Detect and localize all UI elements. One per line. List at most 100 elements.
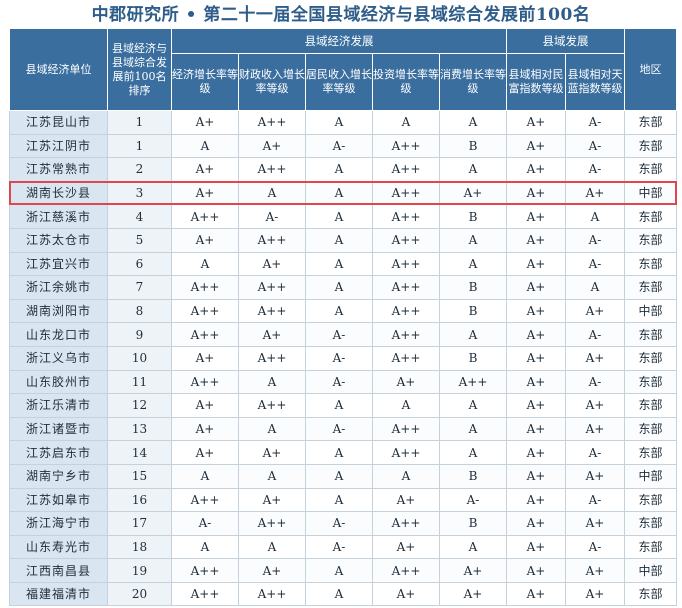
cell-consumption-growth: A+ (439, 180, 507, 206)
cell-economy-growth: A (171, 133, 239, 159)
cell-economy-growth: A++ (171, 322, 239, 347)
table-row: 山东寿光市 18 A A A- A+ A A+ A- 东部 (9, 534, 677, 560)
table-row: 山东龙口市 9 A++ A+ A- A++ A A+ A- 东部 (9, 322, 677, 347)
header-resident-growth: 居民收入增长率等级 (305, 53, 373, 111)
cell-region: 东部 (624, 393, 677, 418)
cell-consumption-growth: B (439, 463, 507, 489)
cell-economy-growth: A+ (171, 393, 239, 418)
cell-region: 东部 (624, 534, 677, 560)
cell-investment-growth: A+ (372, 534, 440, 560)
cell-investment-growth: A+ (372, 369, 440, 395)
table-row: 福建福清市 20 A++ A++ A A+ A+ A+ A+ 东部 (9, 581, 677, 607)
cell-investment-growth: A++ (372, 180, 440, 206)
cell-resident-growth: A (305, 180, 373, 206)
cell-region: 东部 (624, 440, 677, 465)
table-row: 江苏昆山市 1 A+ A++ A A A A+ A- 东部 (9, 110, 677, 135)
cell-resident-growth: A- (305, 133, 373, 159)
cell-consumption-growth: A- (439, 487, 507, 513)
cell-region: 东部 (624, 322, 677, 347)
cell-resident-growth: A (305, 298, 373, 324)
cell-rank: 20 (107, 581, 172, 607)
cell-region: 东部 (624, 487, 677, 513)
cell-rank: 7 (107, 275, 172, 300)
cell-consumption-growth: A (439, 416, 507, 442)
cell-consumption-growth: A (439, 110, 507, 135)
cell-fiscal-growth: A+ (238, 440, 306, 465)
cell-fiscal-growth: A- (238, 204, 306, 229)
cell-sky-index: A+ (565, 416, 625, 442)
cell-sky-index: A- (565, 534, 625, 560)
cell-rank: 19 (107, 558, 172, 583)
cell-wealth-index: A+ (506, 511, 566, 536)
cell-wealth-index: A+ (506, 393, 566, 418)
cell-economy-growth: A+ (171, 345, 239, 371)
cell-unit-name: 江苏昆山市 (9, 110, 108, 135)
cell-investment-growth: A++ (372, 416, 440, 442)
table-row: 浙江义乌市 10 A+ A++ A- A++ B A+ A+ 东部 (9, 345, 677, 371)
table-row: 江西南昌县 19 A++ A+ A A++ A+ A+ A+ 中部 (9, 558, 677, 583)
cell-wealth-index: A+ (506, 322, 566, 347)
cell-economy-growth: A+ (171, 440, 239, 465)
cell-consumption-growth: B (439, 511, 507, 536)
cell-fiscal-growth: A++ (238, 581, 306, 607)
cell-region: 东部 (624, 369, 677, 395)
cell-resident-growth: A- (305, 416, 373, 442)
table-row: 江苏如皋市 16 A++ A+ A A+ A- A+ A- 东部 (9, 487, 677, 513)
header-wealth-index: 县域相对民富指数等级 (506, 53, 566, 111)
cell-economy-growth: A++ (171, 558, 239, 583)
cell-fiscal-growth: A++ (238, 298, 306, 324)
cell-economy-growth: A++ (171, 369, 239, 395)
cell-region: 东部 (624, 275, 677, 300)
cell-sky-index: A+ (565, 558, 625, 583)
cell-resident-growth: A (305, 581, 373, 607)
cell-fiscal-growth: A++ (238, 157, 306, 182)
cell-sky-index: A- (565, 157, 625, 182)
cell-rank: 10 (107, 345, 172, 371)
cell-region: 东部 (624, 227, 677, 253)
cell-region: 中部 (624, 180, 677, 206)
cell-wealth-index: A+ (506, 369, 566, 395)
cell-resident-growth: A- (305, 534, 373, 560)
cell-resident-growth: A (305, 110, 373, 135)
cell-rank: 9 (107, 322, 172, 347)
cell-rank: 3 (107, 180, 172, 206)
cell-rank: 12 (107, 393, 172, 418)
table-row: 湖南浏阳市 8 A++ A++ A A++ B A+ A+ 中部 (9, 298, 677, 324)
cell-unit-name: 浙江义乌市 (9, 345, 108, 371)
cell-fiscal-growth: A+ (238, 322, 306, 347)
cell-rank: 4 (107, 204, 172, 229)
cell-sky-index: A+ (565, 298, 625, 324)
cell-investment-growth: A++ (372, 251, 440, 277)
cell-rank: 6 (107, 251, 172, 277)
header-economy-growth: 经济增长率等级 (171, 53, 239, 111)
cell-resident-growth: A (305, 275, 373, 300)
cell-rank: 11 (107, 369, 172, 395)
cell-fiscal-growth: A+ (238, 133, 306, 159)
cell-investment-growth: A (372, 463, 440, 489)
cell-sky-index: A+ (565, 180, 625, 206)
header-rank: 县域经济与县域综合发展前100名排序 (107, 28, 172, 111)
cell-unit-name: 浙江海宁市 (9, 511, 108, 536)
cell-investment-growth: A++ (372, 298, 440, 324)
cell-wealth-index: A+ (506, 204, 566, 229)
cell-economy-growth: A+ (171, 110, 239, 135)
cell-unit-name: 浙江诸暨市 (9, 416, 108, 442)
cell-unit-name: 山东龙口市 (9, 322, 108, 347)
cell-consumption-growth: B (439, 298, 507, 324)
cell-wealth-index: A+ (506, 180, 566, 206)
cell-investment-growth: A+ (372, 487, 440, 513)
cell-region: 中部 (624, 558, 677, 583)
cell-rank: 16 (107, 487, 172, 513)
cell-economy-growth: A++ (171, 298, 239, 324)
cell-consumption-growth: A (439, 157, 507, 182)
cell-resident-growth: A- (305, 369, 373, 395)
cell-wealth-index: A+ (506, 416, 566, 442)
cell-unit-name: 江苏江阴市 (9, 133, 108, 159)
header-region: 地区 (624, 28, 677, 111)
cell-unit-name: 湖南浏阳市 (9, 298, 108, 324)
cell-region: 东部 (624, 110, 677, 135)
cell-rank: 18 (107, 534, 172, 560)
cell-fiscal-growth: A++ (238, 275, 306, 300)
cell-economy-growth: A- (171, 511, 239, 536)
cell-investment-growth: A++ (372, 204, 440, 229)
